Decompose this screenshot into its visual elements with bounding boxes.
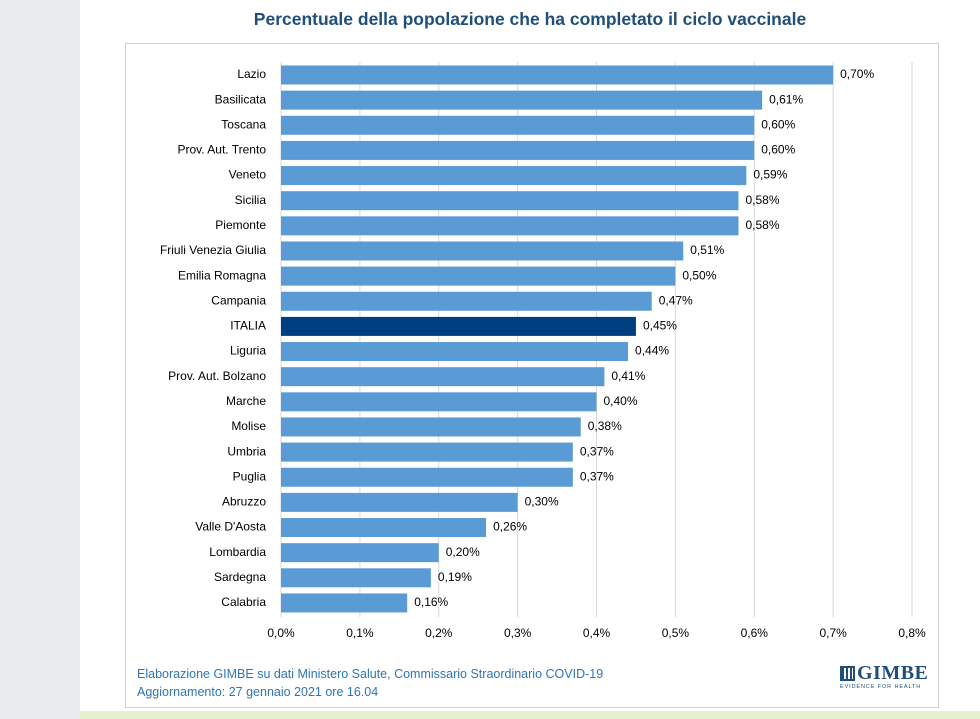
data-label: 0,51%: [690, 243, 724, 257]
category-label: Campania: [211, 293, 266, 307]
data-label: 0,61%: [769, 92, 803, 106]
category-label: Piemonte: [215, 218, 266, 232]
category-label: Lombardia: [209, 545, 266, 559]
bar: [281, 568, 431, 588]
category-label: Puglia: [233, 469, 267, 483]
category-label: Abruzzo: [222, 495, 266, 509]
gimbe-logo-icon: [840, 666, 855, 681]
category-label: Marche: [226, 394, 266, 408]
category-label: Toscana: [221, 117, 266, 131]
x-tick-label: 0,6%: [741, 626, 769, 640]
bar: [281, 367, 605, 387]
bar: [281, 166, 747, 186]
bar: [281, 241, 684, 261]
bottom-margin-band: [80, 711, 980, 719]
x-tick-label: 0,3%: [504, 626, 532, 640]
x-tick-label: 0,1%: [346, 626, 374, 640]
x-tick-label: 0,2%: [425, 626, 453, 640]
data-label: 0,70%: [840, 67, 874, 81]
x-tick-label: 0,7%: [819, 626, 847, 640]
category-label: Prov. Aut. Trento: [178, 143, 267, 157]
data-label: 0,59%: [753, 168, 787, 182]
data-label: 0,20%: [446, 545, 480, 559]
category-label: Lazio: [237, 67, 266, 81]
category-label: Umbria: [227, 444, 266, 458]
category-label: Emilia Romagna: [178, 268, 266, 282]
x-tick-label: 0,5%: [662, 626, 690, 640]
chart-title: Percentuale della popolazione che ha com…: [253, 9, 807, 29]
x-tick-label: 0,0%: [267, 626, 295, 640]
bar: [281, 442, 573, 462]
data-label: 0,30%: [525, 495, 559, 509]
data-label: 0,44%: [635, 344, 669, 358]
category-label: Sicilia: [235, 193, 267, 207]
category-label: Prov. Aut. Bolzano: [168, 369, 266, 383]
data-label: 0,26%: [493, 520, 527, 534]
data-label: 0,50%: [682, 268, 716, 282]
data-label: 0,38%: [588, 419, 622, 433]
gimbe-logo: GIMBE EVIDENCE FOR HEALTH: [840, 662, 930, 693]
bar: [281, 65, 834, 85]
category-label: Sardegna: [214, 570, 266, 584]
data-label: 0,16%: [414, 595, 448, 609]
category-label: Liguria: [230, 344, 266, 358]
gimbe-logo-name: GIMBE: [857, 662, 929, 684]
category-label: Molise: [231, 419, 266, 433]
bar: [281, 543, 439, 563]
source-note: Elaborazione GIMBE su dati Ministero Sal…: [137, 665, 603, 701]
source-line-credits: Elaborazione GIMBE su dati Ministero Sal…: [137, 667, 604, 681]
data-label: 0,60%: [761, 117, 795, 131]
bar: [281, 342, 629, 362]
data-label: 0,41%: [611, 369, 645, 383]
category-label: Friuli Venezia Giulia: [160, 243, 266, 257]
bar: [281, 518, 487, 538]
category-label: Valle D'Aosta: [195, 520, 266, 534]
bar-highlight: [281, 316, 636, 336]
bar: [281, 392, 597, 412]
data-label: 0,58%: [745, 218, 779, 232]
bar: [281, 216, 739, 236]
data-label: 0,45%: [643, 319, 677, 333]
bar: [281, 593, 408, 613]
data-label: 0,58%: [745, 193, 779, 207]
x-tick-label: 0,8%: [898, 626, 926, 640]
bar: [281, 140, 755, 160]
data-label: 0,19%: [438, 570, 472, 584]
bar: [281, 417, 581, 437]
bar: [281, 90, 763, 110]
data-label: 0,37%: [580, 469, 614, 483]
bar: [281, 266, 676, 286]
data-label: 0,47%: [659, 293, 693, 307]
category-label: Basilicata: [215, 92, 267, 106]
category-label: Veneto: [229, 168, 267, 182]
gimbe-logo-tagline: EVIDENCE FOR HEALTH: [840, 684, 922, 690]
x-tick-label: 0,4%: [583, 626, 611, 640]
data-label: 0,40%: [604, 394, 638, 408]
data-label: 0,37%: [580, 444, 614, 458]
bar: [281, 191, 739, 211]
left-margin-band: [0, 0, 80, 719]
source-line-update: Aggiornamento: 27 gennaio 2021 ore 16.04: [137, 685, 379, 699]
bar: [281, 115, 755, 135]
category-label: Calabria: [221, 595, 266, 609]
data-label: 0,60%: [761, 143, 795, 157]
category-label: ITALIA: [230, 319, 266, 333]
bar: [281, 467, 573, 487]
bar: [281, 291, 652, 311]
bar: [281, 492, 518, 512]
